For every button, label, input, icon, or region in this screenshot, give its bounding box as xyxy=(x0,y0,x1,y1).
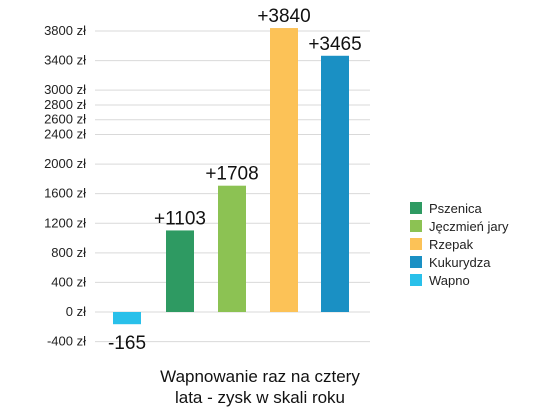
y-tick-label: 800 zł xyxy=(51,245,86,260)
legend-label: Jęczmień jary xyxy=(429,219,509,234)
data-label: +1103 xyxy=(154,208,206,229)
data-label: +1708 xyxy=(205,164,258,185)
legend-label: Pszenica xyxy=(429,201,483,216)
legend-swatch xyxy=(410,274,422,286)
data-labels: -165 +1103 +1708 +3840 +3465 xyxy=(108,6,362,354)
legend-label: Rzepak xyxy=(429,237,474,252)
legend-swatch xyxy=(410,256,422,268)
y-tick-label: 2600 zł xyxy=(44,112,86,127)
legend: Pszenica Jęczmień jary Rzepak Kukurydza Wapn… xyxy=(410,201,509,288)
data-label: +3465 xyxy=(308,34,361,55)
data-label: +3840 xyxy=(257,6,310,27)
legend-label: Wapno xyxy=(429,273,470,288)
bar-rzepak xyxy=(270,28,298,312)
y-tick-label: 2400 zł xyxy=(44,127,86,142)
y-axis-ticks: -400 zł 0 zł 400 zł 800 zł 1200 zł 1600 zł 200… xyxy=(44,23,86,349)
y-tick-label: 2800 zł xyxy=(44,97,86,112)
bar-jęczmień-jary xyxy=(218,185,246,312)
legend-swatch xyxy=(410,238,422,250)
y-tick-label: 3000 zł xyxy=(44,82,86,97)
bar-kukurydza xyxy=(321,55,349,312)
chart-title-line-2: lata - zysk w skali roku xyxy=(174,388,346,407)
y-tick-label: 3800 zł xyxy=(44,23,86,38)
bar-wapno xyxy=(113,312,141,325)
y-tick-label: 3400 zł xyxy=(44,53,86,68)
y-tick-label: 1200 zł xyxy=(44,215,86,230)
bar-pszenica xyxy=(166,230,194,312)
chart-title: Wapnowanie raz na cztery lata - zysk w s… xyxy=(80,366,440,408)
y-tick-label: 2000 zł xyxy=(44,156,86,171)
chart-title-line-1: Wapnowanie raz na cztery xyxy=(160,367,360,386)
legend-swatch xyxy=(410,220,422,232)
y-tick-label: 400 zł xyxy=(51,274,86,289)
legend-label: Kukurydza xyxy=(429,255,491,270)
y-tick-label: -400 zł xyxy=(47,334,86,349)
legend-swatch xyxy=(410,202,422,214)
y-tick-label: 1600 zł xyxy=(44,186,86,201)
data-label: -165 xyxy=(108,333,146,354)
y-tick-label: 0 zł xyxy=(66,304,86,319)
bars xyxy=(113,28,349,325)
